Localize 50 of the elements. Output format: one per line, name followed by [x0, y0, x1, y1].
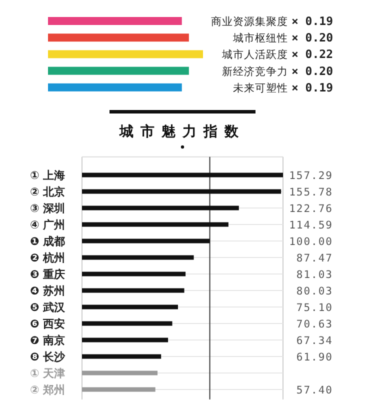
data-label: 155.78	[289, 186, 333, 198]
y-tick-label: ❹ 苏州	[30, 284, 66, 298]
y-tick-label: ❻ 西安	[30, 318, 66, 330]
y-tick-label: ❺ 武汉	[30, 301, 66, 314]
data-label: 100.00	[289, 236, 333, 248]
data-label: × 0.20	[291, 64, 334, 78]
y-tick-label: ❸ 重庆	[30, 268, 66, 281]
data-label: × 0.22	[291, 47, 333, 62]
bar	[82, 370, 158, 376]
data-label: 157.29	[289, 170, 333, 182]
bar	[82, 272, 186, 276]
y-tick-label: ❶ 成都	[30, 235, 66, 248]
bar	[82, 288, 184, 293]
chart-title: 城市魅力指数	[118, 123, 246, 140]
data-label: × 0.19	[291, 14, 334, 28]
bar	[82, 222, 228, 227]
bar	[82, 354, 162, 359]
data-label: 114.59	[289, 220, 333, 232]
y-tick-label: ① 天津	[30, 367, 66, 380]
bar	[82, 206, 239, 210]
data-label: 61.90	[296, 352, 333, 364]
bar	[82, 238, 210, 244]
data-label: 67.34	[296, 335, 333, 347]
bar	[82, 255, 194, 260]
data-label: × 0.19	[291, 80, 334, 94]
y-tick-label: ❷ 杭州	[30, 252, 66, 264]
data-label: 57.40	[296, 384, 333, 396]
y-tick-label: 新经济竞争力	[222, 64, 292, 78]
bar	[82, 304, 178, 310]
y-tick-label: ❼ 南京	[30, 334, 66, 347]
y-tick-label: 商业资源集聚度	[211, 15, 292, 28]
y-tick-label: ❽ 长沙	[30, 350, 66, 364]
y-tick-label: 城市枢纽性	[232, 32, 292, 45]
data-label: 87.47	[296, 252, 333, 264]
y-tick-label: ① 上海	[30, 169, 66, 182]
data-label: 70.63	[296, 318, 333, 330]
y-tick-label: ④ 广州	[30, 218, 66, 232]
data-label: 81.03	[296, 269, 333, 281]
bar	[82, 338, 168, 342]
data-label: 80.03	[296, 286, 333, 298]
y-tick-label: 城市人活跃度	[221, 48, 292, 62]
bar	[82, 321, 172, 326]
y-tick-label: ② 郑州	[30, 384, 66, 396]
bar	[82, 387, 156, 392]
data-label: 122.76	[289, 203, 333, 215]
data-label: × 0.20	[291, 30, 334, 45]
y-tick-label: ③ 深圳	[30, 202, 66, 215]
y-tick-label: ② 北京	[30, 186, 66, 198]
y-tick-label: 未来可塑性	[233, 81, 292, 94]
data-label: 75.10	[296, 302, 333, 314]
